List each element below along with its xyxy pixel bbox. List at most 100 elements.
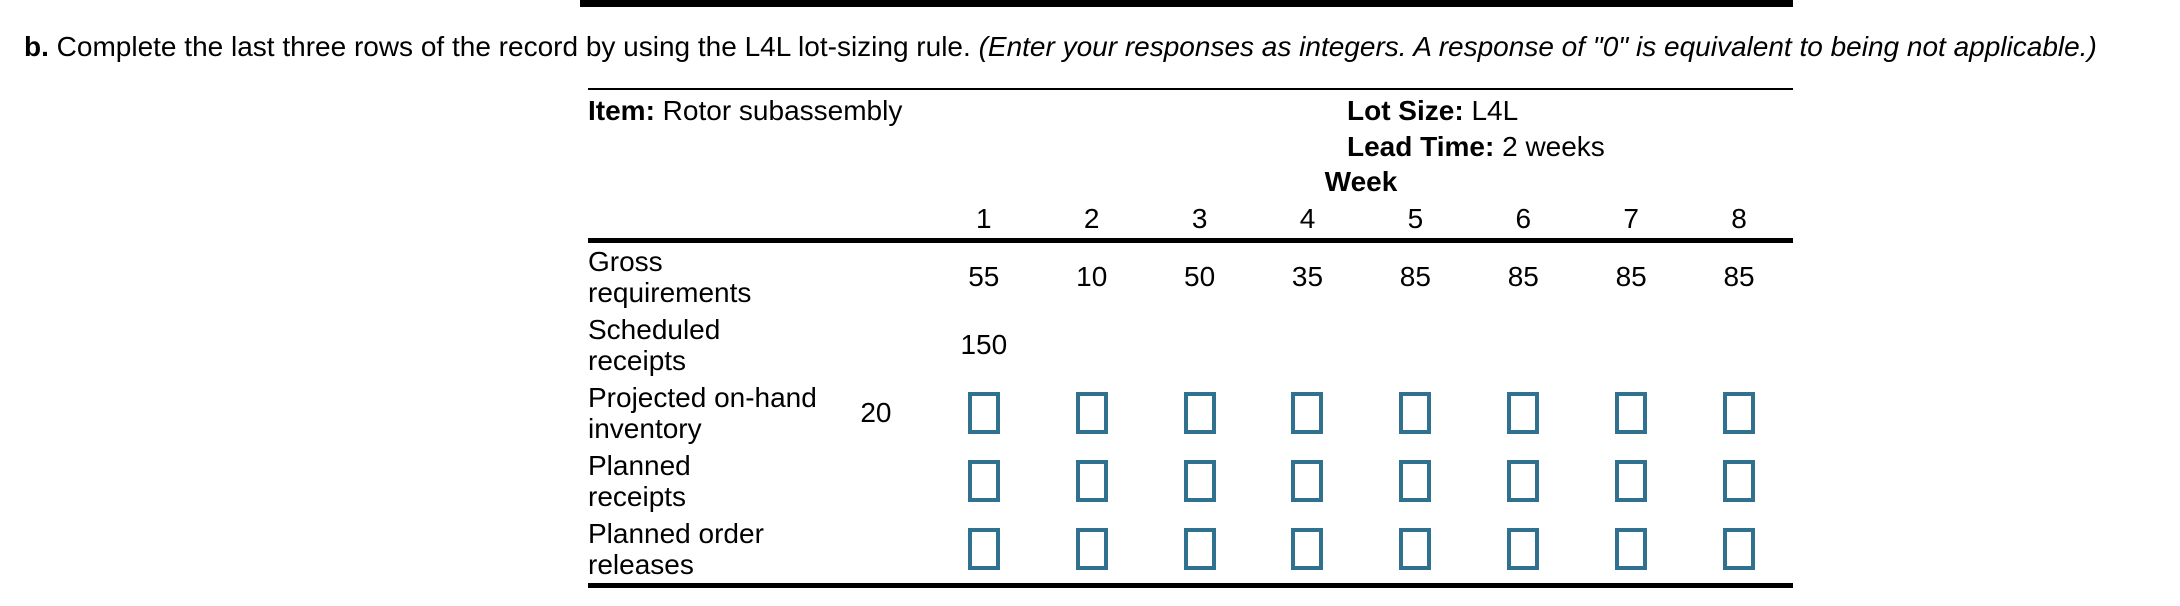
projected-week-5-cell (1361, 379, 1469, 447)
planned-orders-lead-cell (822, 515, 930, 583)
spacer-cell (588, 200, 822, 238)
planned-receipts-week-8-input[interactable] (1723, 460, 1756, 502)
planned-receipts-week-4-input[interactable] (1291, 460, 1324, 502)
scheduled-receipts-row: Scheduled receipts 150 (588, 311, 1793, 379)
planned-order-releases-week-3-input[interactable] (1183, 528, 1216, 570)
spacer-cell (822, 200, 930, 238)
planned-receipts-week-1-input[interactable] (967, 460, 1000, 502)
instruction-part-note: (Enter your responses as integers. A res… (978, 31, 2097, 62)
planned-orders-week-5-cell (1361, 515, 1469, 583)
projected-inventory-week-5-input[interactable] (1399, 392, 1432, 434)
instruction-part-main: Complete the last three rows of the reco… (48, 31, 979, 62)
top-divider-rule (580, 0, 1793, 7)
planned-order-releases-week-2-input[interactable] (1075, 528, 1108, 570)
planned-receipts-week-6-input[interactable] (1507, 460, 1540, 502)
projected-week-2-cell (1038, 379, 1146, 447)
planned-order-releases-week-1-input[interactable] (967, 528, 1000, 570)
planned-order-releases-row: Planned order releases (588, 515, 1793, 588)
row-label-planned-receipts: Planned receipts (588, 450, 691, 512)
projected-inventory-week-3-input[interactable] (1183, 392, 1216, 434)
projected-inventory-week-7-input[interactable] (1615, 392, 1648, 434)
week-number-6: 6 (1515, 203, 1532, 234)
scheduled-lead-cell (822, 311, 930, 379)
week-number-5: 5 (1407, 203, 1424, 234)
gross-week-6: 85 (1507, 261, 1539, 292)
gross-week-1: 55 (968, 261, 1000, 292)
planned-receipts-week-2-cell (1038, 447, 1146, 515)
gross-week-7: 85 (1615, 261, 1647, 292)
item-label: Item: (588, 95, 655, 126)
instruction-part-letter: b. (24, 31, 49, 62)
gross-week-5: 85 (1399, 261, 1431, 292)
planned-receipts-week-5-input[interactable] (1399, 460, 1432, 502)
mrp-record-table: Item: Rotor subassembly Lot Size: L4L Le… (588, 88, 1793, 588)
week-number-4: 4 (1299, 203, 1316, 234)
projected-inventory-week-6-input[interactable] (1507, 392, 1540, 434)
row-label-planned-order-releases: Planned order releases (588, 518, 764, 580)
table-header: Item: Rotor subassembly Lot Size: L4L Le… (588, 90, 1793, 200)
week-number-8: 8 (1731, 203, 1747, 234)
row-label-scheduled-receipts: Scheduled receipts (588, 314, 721, 376)
planned-orders-week-7-cell (1577, 515, 1685, 583)
scheduled-week-7 (1577, 311, 1685, 379)
scheduled-week-4 (1254, 311, 1362, 379)
projected-week-7-cell (1577, 379, 1685, 447)
planned-orders-week-3-cell (1146, 515, 1254, 583)
planned-order-releases-week-4-input[interactable] (1291, 528, 1324, 570)
item-value: Rotor subassembly (654, 95, 903, 126)
planned-order-releases-week-5-input[interactable] (1399, 528, 1432, 570)
planned-order-releases-week-8-input[interactable] (1723, 528, 1756, 570)
week-numbers-row: 1 2 3 4 5 6 7 8 (588, 200, 1793, 243)
scheduled-week-5 (1361, 311, 1469, 379)
gross-week-4: 35 (1291, 261, 1324, 292)
planned-receipts-week-7-input[interactable] (1615, 460, 1648, 502)
beginning-inventory-value: 20 (860, 397, 892, 428)
projected-inventory-week-8-input[interactable] (1723, 392, 1756, 434)
lot-size-value: L4L (1463, 95, 1519, 126)
planned-receipts-week-4-cell (1254, 447, 1362, 515)
planned-orders-week-8-cell (1685, 515, 1793, 583)
projected-week-3-cell (1146, 379, 1254, 447)
projected-inventory-row: Projected on-hand inventory 20 (588, 379, 1793, 447)
lead-time-label: Lead Time: (1347, 131, 1495, 162)
instruction-text: b. Complete the last three rows of the r… (24, 30, 2097, 64)
row-label-projected-inventory: Projected on-hand inventory (588, 382, 817, 444)
projected-week-4-cell (1254, 379, 1362, 447)
lead-time-line: Lead Time: 2 weeks (1347, 130, 1605, 164)
planned-receipts-week-5-cell (1361, 447, 1469, 515)
scheduled-week-2 (1038, 311, 1146, 379)
planned-orders-week-6-cell (1469, 515, 1577, 583)
planned-receipts-row: Planned receipts (588, 447, 1793, 515)
planned-orders-week-4-cell (1254, 515, 1362, 583)
lead-time-value: 2 weeks (1494, 131, 1605, 162)
gross-week-3: 50 (1184, 261, 1216, 292)
gross-week-8: 85 (1723, 261, 1755, 292)
projected-inventory-week-2-input[interactable] (1075, 392, 1108, 434)
planned-orders-week-1-cell (930, 515, 1038, 583)
projected-inventory-week-4-input[interactable] (1291, 392, 1324, 434)
lot-size-label: Lot Size: (1347, 95, 1464, 126)
lot-size-line: Lot Size: L4L (1347, 94, 1518, 128)
planned-order-releases-week-7-input[interactable] (1615, 528, 1648, 570)
projected-inventory-week-1-input[interactable] (967, 392, 1000, 434)
planned-receipts-week-3-input[interactable] (1183, 460, 1216, 502)
week-number-7: 7 (1623, 203, 1639, 234)
planned-orders-week-2-cell (1038, 515, 1146, 583)
gross-lead-cell (822, 243, 930, 311)
planned-receipts-week-8-cell (1685, 447, 1793, 515)
planned-receipts-week-6-cell (1469, 447, 1577, 515)
planned-receipts-week-2-input[interactable] (1075, 460, 1108, 502)
projected-week-8-cell (1685, 379, 1793, 447)
planned-receipts-week-1-cell (930, 447, 1038, 515)
week-number-2: 2 (1083, 203, 1100, 234)
projected-week-1-cell (930, 379, 1038, 447)
scheduled-week-6 (1469, 311, 1577, 379)
scheduled-week-8 (1685, 311, 1793, 379)
planned-receipts-week-3-cell (1146, 447, 1254, 515)
planned-receipts-week-7-cell (1577, 447, 1685, 515)
week-number-3: 3 (1191, 203, 1208, 234)
gross-requirements-row: Gross requirements 55 10 50 35 85 85 85 8… (588, 243, 1793, 311)
planned-order-releases-week-6-input[interactable] (1507, 528, 1540, 570)
scheduled-week-1: 150 (960, 329, 1008, 360)
